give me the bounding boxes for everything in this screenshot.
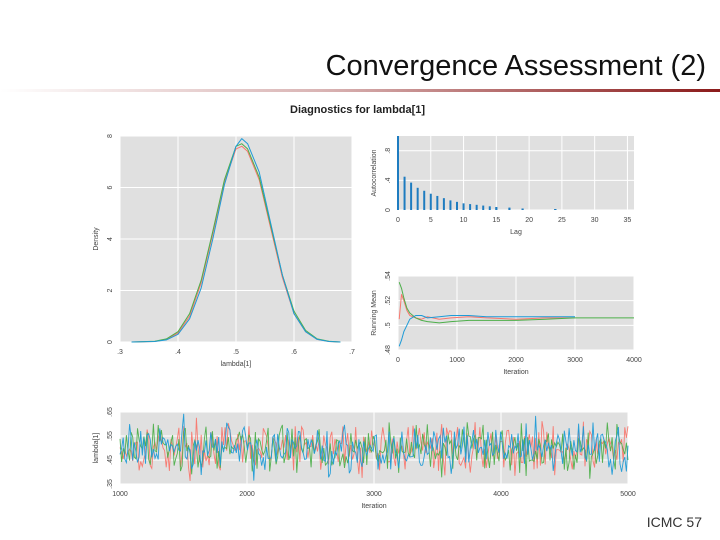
y-tick-label: .5 <box>385 322 392 328</box>
y-tick-label: .45 <box>107 455 114 465</box>
slide-footer: ICMC 57 <box>646 514 702 530</box>
y-tick-label: 4 <box>107 237 114 241</box>
x-tick-label: .7 <box>349 349 355 356</box>
x-tick-label: 1000 <box>449 357 465 364</box>
x-axis-label: Lag <box>510 229 522 236</box>
y-tick-label: 0 <box>107 340 114 344</box>
y-tick-label: .48 <box>385 345 392 355</box>
y-tick-label: .54 <box>385 271 392 281</box>
figure-title: Diagnostics for lambda[1] <box>290 104 426 116</box>
x-tick-label: 4000 <box>493 491 509 498</box>
y-tick-label: 6 <box>107 185 114 189</box>
y-axis-label: Running Mean <box>371 290 378 336</box>
series-line-2 <box>131 143 341 343</box>
x-tick-label: 4000 <box>626 357 642 364</box>
x-tick-label: 2000 <box>239 491 255 498</box>
y-axis-label: lambda[1] <box>93 433 100 464</box>
x-tick-label: 0 <box>396 357 400 364</box>
trace-series-2 <box>119 422 629 479</box>
x-tick-label: 10 <box>460 217 468 224</box>
x-tick-label: .3 <box>117 349 123 356</box>
x-tick-label: 15 <box>492 217 500 224</box>
trace-series-3 <box>119 413 629 481</box>
y-tick-label: .55 <box>107 431 114 441</box>
y-tick-label: 0 <box>385 208 392 212</box>
y-tick-label: .52 <box>385 296 392 306</box>
running-mean-plot: 0 1000 2000 3000 4000 .48 .5 .52 .54 Iteration Run… <box>371 271 642 376</box>
title-rule <box>0 89 720 92</box>
x-tick-label: 20 <box>525 217 533 224</box>
x-tick-label: .4 <box>175 349 181 356</box>
series-line-3 <box>131 138 341 343</box>
y-tick-label: 2 <box>107 288 114 292</box>
x-axis-label: lambda[1] <box>221 361 252 368</box>
y-tick-label: .65 <box>107 407 114 417</box>
x-tick-label: 3000 <box>366 491 382 498</box>
trace-plot: 1000 2000 3000 4000 5000 .35 .45 .55 .65 Iteratio… <box>93 407 636 510</box>
y-axis-label: Density <box>93 227 100 251</box>
y-tick-label: .4 <box>385 177 392 183</box>
x-tick-label: 5 <box>429 217 433 224</box>
y-tick-label: 8 <box>107 134 114 138</box>
x-tick-label: 35 <box>624 217 632 224</box>
x-tick-label: 5000 <box>620 491 636 498</box>
slide-title: Convergence Assessment (2) <box>325 50 706 82</box>
x-tick-label: 3000 <box>567 357 583 364</box>
x-tick-label: 25 <box>558 217 566 224</box>
y-axis-label: Autocorrelation <box>371 149 378 196</box>
x-tick-label: 1000 <box>112 491 128 498</box>
series-line-3 <box>398 315 575 347</box>
series-line-1 <box>398 294 575 320</box>
y-tick-label: .35 <box>107 479 114 489</box>
x-tick-label: 0 <box>396 217 400 224</box>
x-tick-label: .6 <box>291 349 297 356</box>
plot-area <box>398 136 634 210</box>
x-tick-label: 30 <box>591 217 599 224</box>
x-tick-label: 2000 <box>508 357 524 364</box>
x-axis-label: Iteration <box>361 503 386 510</box>
y-tick-label: .8 <box>385 148 392 154</box>
series-line-2 <box>398 282 634 324</box>
autocorrelation-plot: 0 5 10 15 20 25 30 35 0 .4 .8 Lag Autocorrelation <box>371 136 634 236</box>
x-axis-label: Iteration <box>503 369 528 376</box>
x-tick-label: .5 <box>233 349 239 356</box>
density-plot: .3 .4 .5 .6 .7 0 2 4 6 8 lambda[1] Density <box>93 134 355 368</box>
